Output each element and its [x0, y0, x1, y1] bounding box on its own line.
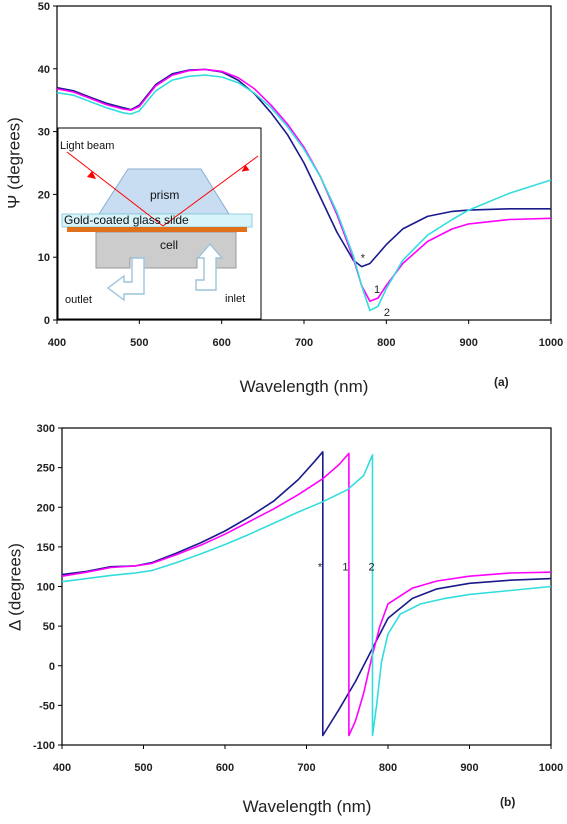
- x-tick-label: 500: [134, 762, 152, 774]
- inlet-label: inlet: [225, 293, 245, 305]
- panel-b: -100 -50 0 50 100 150 200 250 300 400 500 600 700 80…: [5, 423, 563, 816]
- x-tick-label: 600: [212, 337, 230, 349]
- cell-shape: [95, 231, 237, 269]
- y-tick-label: 50: [38, 1, 50, 13]
- series-line-1: [56, 68, 552, 303]
- incident-beam: [66, 151, 164, 227]
- series-line-1: [61, 452, 552, 737]
- curve-label-1: 1: [342, 562, 348, 574]
- y-axis-title: Δ (degrees): [5, 543, 24, 631]
- y-tick-label: -100: [33, 740, 55, 752]
- panel-label-b: (b): [500, 795, 515, 809]
- series-group: [56, 68, 552, 312]
- curve-label-star: *: [361, 253, 366, 265]
- reflected-beam: [162, 155, 259, 227]
- x-axis-title: Wavelength (nm): [243, 797, 372, 816]
- series-group: [61, 450, 552, 737]
- setup-schematic: Light beam prism Gold-coated glass slide…: [57, 127, 262, 320]
- inlet-arrow-icon: [195, 242, 224, 291]
- x-tick-label: 1000: [539, 337, 563, 349]
- y-tick-label: 100: [37, 582, 55, 594]
- y-axis-ticks: -100 -50 0 50 100 150 200 250 300: [33, 423, 62, 752]
- prism-label: prism: [150, 188, 179, 202]
- reflected-arrow-icon: [241, 164, 250, 172]
- y-tick-label: 150: [37, 542, 55, 554]
- x-tick-label: 800: [379, 762, 397, 774]
- y-tick-label: 40: [38, 64, 50, 76]
- cell-label: cell: [160, 238, 178, 252]
- y-tick-label: 20: [38, 189, 50, 201]
- curve-label-2: 2: [384, 307, 390, 319]
- x-tick-label: 900: [459, 337, 477, 349]
- x-tick-label: 900: [460, 762, 478, 774]
- y-tick-label: -50: [39, 700, 55, 712]
- x-tick-label: 700: [295, 337, 313, 349]
- y-axis-ticks: 0 10 20 30 40 50: [38, 1, 57, 327]
- y-tick-label: 10: [38, 252, 50, 264]
- plot-area-frame: [61, 427, 552, 746]
- y-tick-label: 30: [38, 127, 50, 139]
- y-tick-label: 200: [37, 502, 55, 514]
- gold-layer: [67, 227, 247, 232]
- curve-label-1: 1: [374, 284, 380, 296]
- x-tick-label: 500: [130, 337, 148, 349]
- outlet-label: outlet: [65, 294, 92, 306]
- y-tick-label: 0: [44, 315, 50, 327]
- x-axis-title: Wavelength (nm): [240, 377, 369, 396]
- series-line-2: [61, 454, 552, 737]
- x-axis-ticks: 400 500 600 700 800 900 1000: [53, 745, 563, 774]
- light-beam-label: Light beam: [60, 140, 114, 152]
- slide-label: Gold-coated glass slide: [64, 213, 189, 227]
- incident-arrow-icon: [87, 171, 96, 179]
- outlet-arrow-icon: [106, 257, 145, 302]
- x-tick-label: 700: [297, 762, 315, 774]
- curve-label-2: 2: [368, 562, 374, 574]
- panel-label-a: (a): [494, 375, 509, 389]
- x-tick-label: 800: [377, 337, 395, 349]
- x-tick-label: 400: [48, 337, 66, 349]
- curve-label-star: *: [318, 562, 323, 574]
- y-tick-label: 250: [37, 463, 55, 475]
- x-tick-label: 600: [216, 762, 234, 774]
- y-tick-label: 50: [43, 621, 55, 633]
- series-line-2: [56, 74, 552, 312]
- y-tick-label: 300: [37, 423, 55, 435]
- x-tick-label: 400: [53, 762, 71, 774]
- y-axis-title: Ψ (degrees): [4, 117, 23, 209]
- y-tick-label: 0: [49, 661, 55, 673]
- x-axis-ticks: 400 500 600 700 800 900 1000: [48, 320, 563, 349]
- x-tick-label: 1000: [539, 762, 563, 774]
- panel-a: 0 10 20 30 40 50 400 500 600 700 800 900 1000 Light…: [4, 1, 563, 396]
